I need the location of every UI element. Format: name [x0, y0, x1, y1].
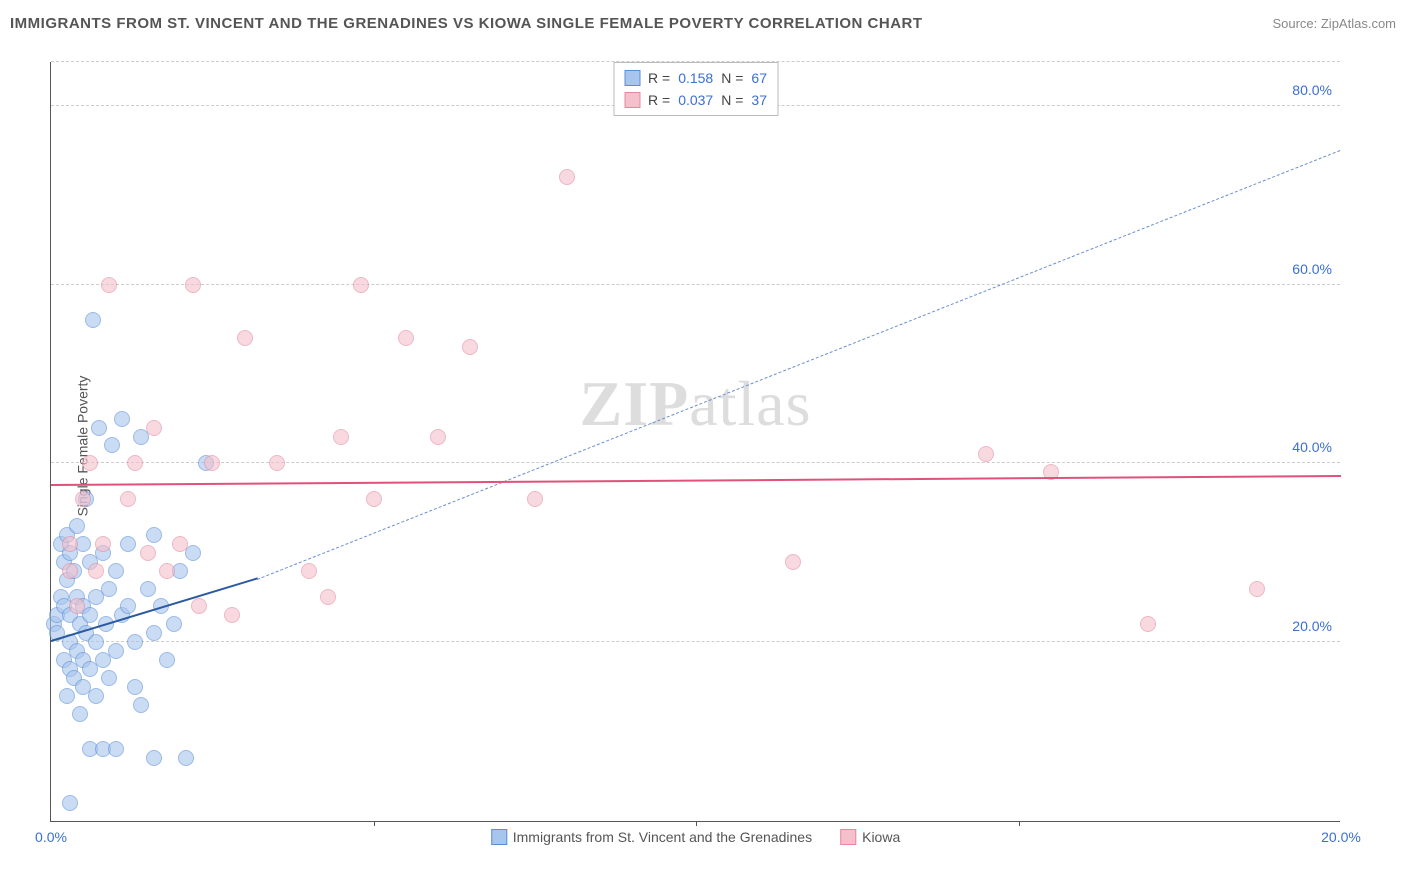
- y-tick-label: 80.0%: [1292, 82, 1332, 98]
- watermark: ZIPatlas: [580, 367, 812, 441]
- data-point: [62, 536, 78, 552]
- data-point: [159, 563, 175, 579]
- series-legend: Immigrants from St. Vincent and the Gren…: [483, 829, 908, 845]
- data-point: [301, 563, 317, 579]
- data-point: [82, 607, 98, 623]
- swatch-icon: [840, 829, 856, 845]
- data-point: [120, 598, 136, 614]
- trend-line: [51, 475, 1341, 486]
- data-point: [353, 277, 369, 293]
- legend-row-series2: R = 0.037 N = 37: [624, 89, 767, 111]
- data-point: [95, 536, 111, 552]
- data-point: [320, 589, 336, 605]
- data-point: [398, 330, 414, 346]
- data-point: [224, 607, 240, 623]
- correlation-legend: R = 0.158 N = 67 R = 0.037 N = 37: [613, 62, 778, 116]
- data-point: [527, 491, 543, 507]
- data-point: [62, 563, 78, 579]
- data-point: [159, 652, 175, 668]
- data-point: [185, 277, 201, 293]
- trend-line: [257, 149, 1341, 579]
- data-point: [108, 563, 124, 579]
- chart-title: IMMIGRANTS FROM ST. VINCENT AND THE GREN…: [10, 15, 923, 32]
- data-point: [88, 563, 104, 579]
- x-tick-label: 20.0%: [1321, 829, 1361, 845]
- data-point: [88, 688, 104, 704]
- data-point: [104, 437, 120, 453]
- y-tick-label: 40.0%: [1292, 439, 1332, 455]
- data-point: [69, 518, 85, 534]
- gridline: [51, 284, 1340, 285]
- r-value-2: 0.037: [678, 92, 713, 108]
- data-point: [114, 411, 130, 427]
- gridline: [51, 462, 1340, 463]
- data-point: [185, 545, 201, 561]
- data-point: [140, 581, 156, 597]
- legend-item-1: Immigrants from St. Vincent and the Gren…: [491, 829, 812, 845]
- data-point: [127, 634, 143, 650]
- data-point: [59, 688, 75, 704]
- x-tick-mark: [374, 821, 375, 826]
- x-tick-mark: [1019, 821, 1020, 826]
- data-point: [101, 277, 117, 293]
- x-tick-label: 0.0%: [35, 829, 67, 845]
- legend-item-2: Kiowa: [840, 829, 900, 845]
- r-value-1: 0.158: [678, 70, 713, 86]
- data-point: [85, 312, 101, 328]
- data-point: [366, 491, 382, 507]
- data-point: [62, 795, 78, 811]
- data-point: [146, 625, 162, 641]
- data-point: [146, 750, 162, 766]
- data-point: [166, 616, 182, 632]
- data-point: [333, 429, 349, 445]
- y-tick-label: 20.0%: [1292, 618, 1332, 634]
- data-point: [108, 643, 124, 659]
- data-point: [88, 634, 104, 650]
- source-label: Source: ZipAtlas.com: [1272, 16, 1396, 31]
- data-point: [269, 455, 285, 471]
- swatch-icon: [624, 92, 640, 108]
- data-point: [101, 581, 117, 597]
- gridline: [51, 641, 1340, 642]
- data-point: [72, 706, 88, 722]
- data-point: [178, 750, 194, 766]
- y-tick-label: 60.0%: [1292, 261, 1332, 277]
- data-point: [120, 491, 136, 507]
- data-point: [120, 536, 136, 552]
- data-point: [191, 598, 207, 614]
- scatter-plot: ZIPatlas R = 0.158 N = 67 R = 0.037 N = …: [50, 62, 1340, 822]
- data-point: [1140, 616, 1156, 632]
- data-point: [785, 554, 801, 570]
- data-point: [204, 455, 220, 471]
- x-tick-mark: [696, 821, 697, 826]
- data-point: [127, 679, 143, 695]
- n-value-2: 37: [751, 92, 767, 108]
- data-point: [108, 741, 124, 757]
- data-point: [133, 697, 149, 713]
- data-point: [101, 670, 117, 686]
- data-point: [237, 330, 253, 346]
- data-point: [69, 598, 85, 614]
- swatch-icon: [491, 829, 507, 845]
- legend-row-series1: R = 0.158 N = 67: [624, 67, 767, 89]
- data-point: [430, 429, 446, 445]
- data-point: [978, 446, 994, 462]
- swatch-icon: [624, 70, 640, 86]
- data-point: [82, 455, 98, 471]
- data-point: [559, 169, 575, 185]
- data-point: [127, 455, 143, 471]
- data-point: [172, 536, 188, 552]
- data-point: [146, 527, 162, 543]
- data-point: [1249, 581, 1265, 597]
- data-point: [140, 545, 156, 561]
- data-point: [91, 420, 107, 436]
- data-point: [462, 339, 478, 355]
- data-point: [75, 491, 91, 507]
- data-point: [146, 420, 162, 436]
- n-value-1: 67: [751, 70, 767, 86]
